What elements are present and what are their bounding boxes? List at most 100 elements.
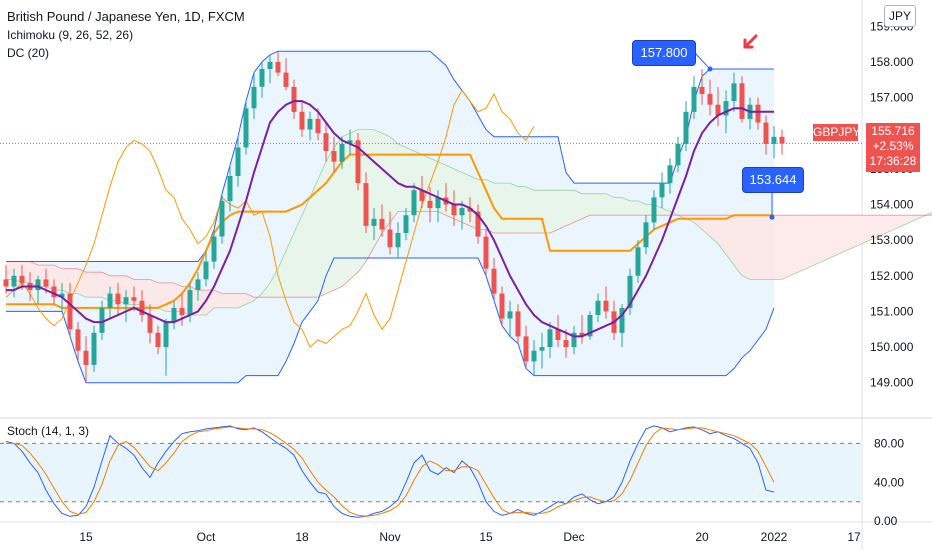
lagging-span-line bbox=[5, 89, 535, 348]
candle-body bbox=[347, 140, 353, 144]
kumo-cloud-segment bbox=[494, 183, 502, 234]
kumo-cloud-segment bbox=[726, 215, 734, 266]
candle-body bbox=[107, 293, 113, 308]
price-tick-label: 153.000 bbox=[870, 233, 914, 247]
kumo-cloud-segment bbox=[286, 233, 294, 298]
kumo-cloud-segment bbox=[502, 183, 510, 234]
candle-body bbox=[3, 279, 9, 287]
candle-body bbox=[299, 111, 305, 130]
candle-body bbox=[235, 147, 241, 176]
time-tick-label: 15 bbox=[479, 530, 493, 544]
kumo-cloud-segment bbox=[702, 215, 710, 237]
time-tick-label: 2022 bbox=[761, 530, 788, 544]
stoch-legend[interactable]: Stoch (14, 1, 3) bbox=[7, 424, 90, 438]
candle-body bbox=[683, 111, 689, 144]
kumo-cloud-segment bbox=[742, 215, 750, 280]
candle-body bbox=[515, 311, 521, 337]
candle-body bbox=[499, 293, 505, 319]
price-tick-label: 151.000 bbox=[870, 304, 914, 318]
low-callout: 153.644 bbox=[742, 167, 804, 193]
candle-body bbox=[315, 118, 321, 134]
low-marker bbox=[769, 214, 775, 220]
candle-body bbox=[755, 104, 761, 123]
kumo-cloud-segment bbox=[574, 190, 582, 223]
candle-body bbox=[115, 293, 121, 305]
stoch-d-line bbox=[6, 426, 775, 517]
kumo-cloud-segment bbox=[782, 215, 790, 280]
candle-body bbox=[307, 118, 313, 130]
candle-body bbox=[155, 332, 161, 348]
candle-body bbox=[763, 122, 769, 144]
candle-body bbox=[451, 204, 457, 216]
kumo-cloud-segment bbox=[566, 190, 574, 226]
candle-body bbox=[267, 61, 273, 69]
candle-body bbox=[563, 340, 569, 348]
kumo-cloud-segment bbox=[534, 190, 542, 234]
kumo-cloud-segment bbox=[54, 265, 62, 291]
time-tick-label: Dec bbox=[563, 530, 584, 544]
kumo-cloud-segment bbox=[622, 197, 630, 216]
ichimoku-legend[interactable]: Ichimoku (9, 26, 52, 26) bbox=[7, 28, 134, 42]
candle-body bbox=[547, 329, 553, 348]
kumo-cloud-segment bbox=[382, 133, 390, 234]
candle-body bbox=[467, 208, 473, 212]
candle-body bbox=[539, 347, 545, 351]
symbol-tag: GBPJPY bbox=[813, 124, 861, 141]
candle-body bbox=[587, 315, 593, 337]
candle-body bbox=[403, 215, 409, 233]
candle-body bbox=[675, 143, 681, 166]
candle-body bbox=[291, 86, 297, 112]
candle-body bbox=[83, 350, 89, 365]
candle-body bbox=[739, 83, 745, 119]
candle-body bbox=[659, 183, 665, 198]
kumo-cloud-segment bbox=[854, 215, 862, 248]
kumo-cloud-segment bbox=[302, 197, 310, 298]
donchian-upper-line bbox=[6, 50, 774, 262]
kumo-cloud-segment bbox=[230, 293, 238, 308]
candle-body bbox=[571, 332, 577, 348]
kumo-cloud-segment bbox=[870, 215, 878, 241]
candle-body bbox=[387, 229, 393, 248]
kumo-cloud-segment bbox=[558, 190, 566, 230]
kumo-cloud-segment bbox=[878, 215, 886, 237]
high-callout: 157.800 bbox=[632, 40, 696, 66]
kumo-cloud-segment bbox=[270, 268, 278, 298]
kumo-cloud-segment bbox=[758, 215, 766, 280]
candle-body bbox=[579, 332, 585, 337]
candle-body bbox=[43, 279, 49, 287]
time-tick-label: Nov bbox=[379, 530, 400, 544]
kumo-cloud-segment bbox=[790, 215, 798, 276]
candle-body bbox=[715, 104, 721, 116]
candle-body bbox=[619, 307, 625, 333]
candle-body bbox=[731, 83, 737, 102]
stoch-band-fill bbox=[0, 443, 862, 502]
kumo-cloud-segment bbox=[606, 193, 614, 216]
candle-body bbox=[531, 350, 537, 362]
donchian-legend[interactable]: DC (20) bbox=[7, 46, 50, 60]
kumo-cloud-segment bbox=[238, 293, 246, 308]
candle-body bbox=[251, 86, 257, 109]
kumo-cloud-segment bbox=[398, 143, 406, 212]
kumo-cloud-segment bbox=[510, 183, 518, 234]
candle-body bbox=[771, 136, 777, 144]
candle-body bbox=[323, 133, 329, 151]
kumo-cloud-segment bbox=[894, 215, 902, 230]
kumo-cloud-segment bbox=[830, 215, 838, 258]
candle-body bbox=[187, 290, 193, 316]
candle-body bbox=[19, 275, 25, 283]
last-price: 155.716 bbox=[871, 124, 915, 138]
kumo-cloud-segment bbox=[462, 172, 470, 226]
kumo-cloud-segment bbox=[214, 290, 222, 308]
currency-button[interactable]: JPY bbox=[884, 5, 916, 27]
candle-body bbox=[635, 247, 641, 276]
candle-body bbox=[651, 197, 657, 223]
tenkan-line bbox=[6, 100, 774, 338]
candle-body bbox=[11, 275, 17, 287]
high-marker bbox=[707, 66, 713, 72]
kumo-cloud-segment bbox=[318, 161, 326, 298]
candle-body bbox=[355, 140, 361, 184]
stoch-tick-label: 0.00 bbox=[874, 514, 898, 528]
candle-body bbox=[707, 94, 713, 105]
candle-body bbox=[779, 136, 785, 144]
